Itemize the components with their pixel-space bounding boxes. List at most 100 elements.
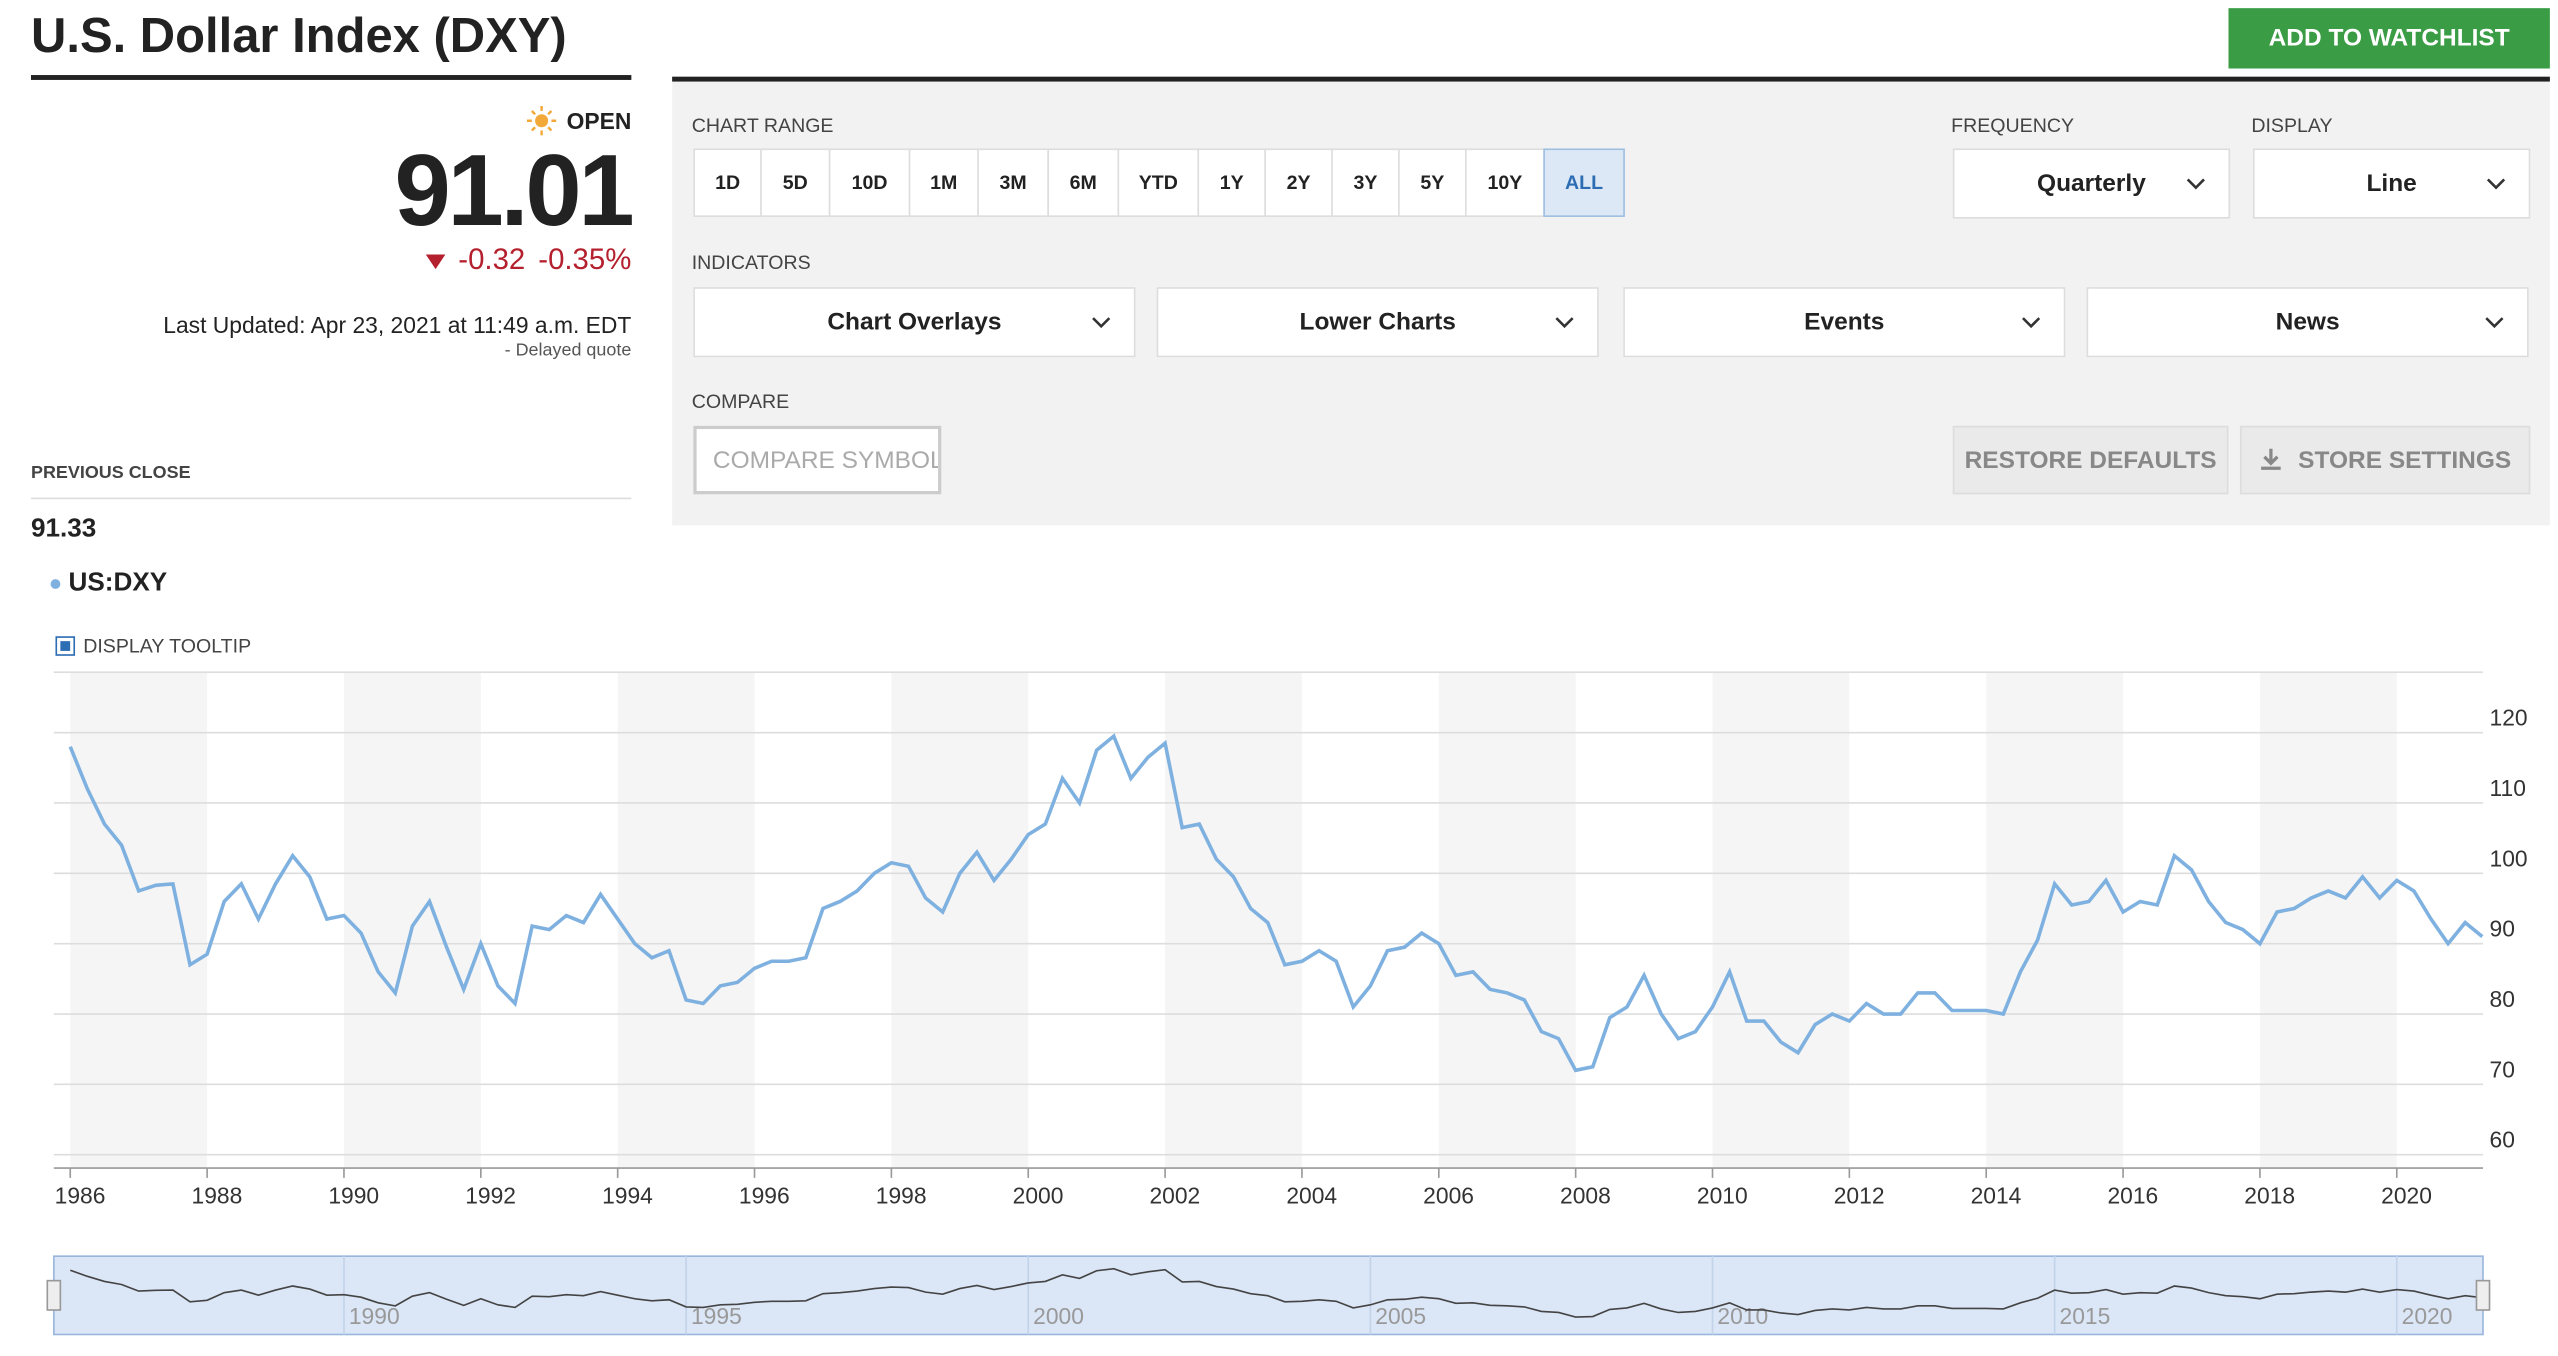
range-button[interactable]: 10Y bbox=[1464, 148, 1545, 217]
price-line bbox=[68, 733, 2484, 1073]
range-button[interactable]: 1D bbox=[693, 148, 762, 217]
x-tick-label: 1988 bbox=[192, 1182, 243, 1208]
chart: 60 70 80 90 100 110 120 1986 1988 1990 1992 1994 199… bbox=[46, 671, 2528, 1336]
indicators-label: INDICATORS bbox=[691, 251, 811, 275]
band bbox=[891, 672, 1029, 1169]
indicator-text: Lower Charts bbox=[1299, 308, 1456, 337]
range-button[interactable]: 1M bbox=[908, 148, 979, 217]
title-rule bbox=[30, 75, 632, 80]
x-tick-label: 2006 bbox=[1423, 1182, 1474, 1208]
range-button[interactable]: 3M bbox=[977, 148, 1049, 217]
x-tick-label: 2000 bbox=[1013, 1182, 1064, 1208]
x-tick-label: 1986 bbox=[55, 1182, 106, 1208]
legend-text: US:DXY bbox=[68, 569, 168, 598]
navigator-handle bbox=[2475, 1279, 2491, 1311]
watchlist-button[interactable]: ADD TO WATCHLIST bbox=[2228, 8, 2550, 69]
range-button[interactable]: ALL bbox=[1543, 148, 1625, 217]
delayed: - Delayed quote bbox=[504, 340, 632, 361]
navigator-handle bbox=[46, 1279, 62, 1311]
restore-button[interactable]: RESTORE DEFAULTS bbox=[1952, 425, 2229, 495]
x-tick-label: 1998 bbox=[876, 1182, 927, 1208]
tooltip-toggle[interactable]: DISPLAY TOOLTIP bbox=[55, 635, 251, 657]
band bbox=[70, 672, 208, 1169]
x-tick-label: 2010 bbox=[1697, 1182, 1748, 1208]
navigator-tick-label: 2000 bbox=[1033, 1303, 1084, 1329]
legend-dot bbox=[50, 579, 61, 589]
band bbox=[2259, 672, 2397, 1169]
band bbox=[1165, 672, 1302, 1169]
range-button[interactable]: 5D bbox=[760, 148, 831, 217]
x-tick-label: 2012 bbox=[1834, 1182, 1885, 1208]
indicator-select[interactable]: News bbox=[2086, 287, 2529, 358]
range-button[interactable]: YTD bbox=[1117, 148, 1200, 217]
y-tick-label: 60 bbox=[2490, 1127, 2515, 1153]
compare-placeholder: COMPARE SYMBOL bbox=[712, 447, 942, 475]
down-arrow bbox=[425, 253, 446, 269]
title: U.S. Dollar Index (DXY) bbox=[30, 9, 567, 64]
frequency-label: FREQUENCY bbox=[1951, 114, 2075, 138]
market-status: OPEN bbox=[566, 107, 632, 134]
sun-icon bbox=[526, 106, 557, 136]
chevron bbox=[2186, 177, 2205, 189]
indicator-select[interactable]: Chart Overlays bbox=[693, 287, 1136, 358]
store-button[interactable]: STORE SETTINGS bbox=[2239, 425, 2531, 495]
x-tick-label: 2018 bbox=[2244, 1182, 2295, 1208]
navigator-tick-label: 2020 bbox=[2402, 1303, 2453, 1329]
range-button[interactable]: 5Y bbox=[1398, 148, 1467, 217]
navigator-line bbox=[69, 1267, 2483, 1318]
y-tick-label: 70 bbox=[2490, 1056, 2515, 1082]
y-tick-label: 80 bbox=[2490, 986, 2515, 1012]
chevron bbox=[2485, 316, 2504, 328]
chevron bbox=[1555, 316, 1574, 328]
change-percent: -0.35% bbox=[538, 243, 632, 276]
chevron bbox=[2486, 177, 2506, 189]
rule bbox=[30, 497, 632, 500]
range-label: CHART RANGE bbox=[691, 114, 834, 138]
band bbox=[617, 672, 755, 1169]
range-button[interactable]: 6M bbox=[1047, 148, 1120, 217]
chevron bbox=[1092, 316, 1111, 328]
range-button[interactable]: 10D bbox=[828, 148, 911, 217]
price: 91.01 bbox=[394, 135, 635, 248]
range-button[interactable]: 3Y bbox=[1331, 148, 1400, 217]
display-label: DISPLAY bbox=[2251, 114, 2333, 138]
series-legend: US:DXY bbox=[50, 569, 168, 598]
checkbox bbox=[55, 636, 76, 656]
indicator-text: News bbox=[2275, 308, 2340, 337]
x-tick-label: 1990 bbox=[328, 1182, 379, 1208]
last-updated: Last Updated: Apr 23, 2021 at 11:49 a.m.… bbox=[163, 311, 632, 338]
y-tick-label: 120 bbox=[2490, 705, 2528, 731]
change: -0.32 bbox=[458, 243, 526, 276]
x-tick-label: 2020 bbox=[2381, 1182, 2432, 1208]
restore-text: RESTORE DEFAULTS bbox=[1964, 446, 2217, 474]
x-tick-label: 2008 bbox=[1560, 1182, 1611, 1208]
indicator-select[interactable]: Lower Charts bbox=[1156, 287, 1599, 358]
display-select[interactable]: Line bbox=[2252, 148, 2531, 219]
download-icon bbox=[2260, 448, 2281, 470]
x-tick-label: 2002 bbox=[1149, 1182, 1200, 1208]
band bbox=[1712, 672, 1850, 1169]
x-tick-label: 2014 bbox=[1971, 1182, 2022, 1208]
y-tick-label: 90 bbox=[2490, 916, 2515, 942]
x-tick-label: 2016 bbox=[2107, 1182, 2158, 1208]
indicator-text: Chart Overlays bbox=[827, 308, 1002, 337]
change-row: -0.32 -0.35% bbox=[425, 243, 632, 277]
chevron bbox=[2022, 316, 2041, 328]
frequency-select[interactable]: Quarterly bbox=[1952, 148, 2231, 219]
navigator-tick-label: 2005 bbox=[1375, 1303, 1426, 1329]
band bbox=[343, 672, 481, 1169]
x-tick-label: 2004 bbox=[1286, 1182, 1337, 1208]
range-button[interactable]: 2Y bbox=[1264, 148, 1333, 217]
x-tick-label: 1994 bbox=[602, 1182, 653, 1208]
range-button[interactable]: 1Y bbox=[1197, 148, 1266, 217]
prev-close: 91.33 bbox=[30, 515, 97, 544]
indicator-select[interactable]: Events bbox=[1623, 287, 2066, 358]
indicator-text: Events bbox=[1804, 308, 1885, 337]
compare-input[interactable]: COMPARE SYMBOL bbox=[693, 425, 942, 495]
y-tick-label: 110 bbox=[2490, 775, 2526, 801]
x-tick-label: 1996 bbox=[739, 1182, 790, 1208]
display-value: Line bbox=[2366, 169, 2417, 198]
navigator-tick-label: 2015 bbox=[2060, 1303, 2111, 1329]
